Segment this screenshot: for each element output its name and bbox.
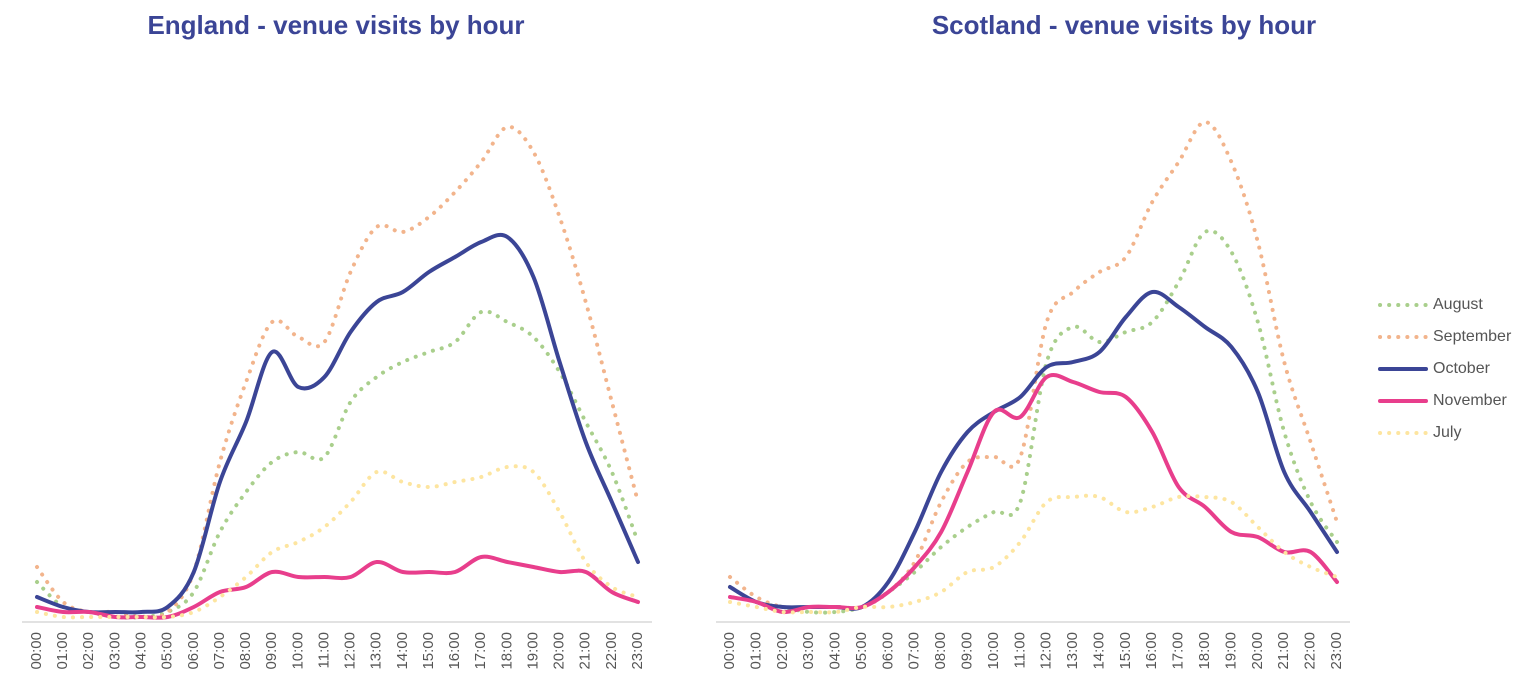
x-tick-label: 09:00 xyxy=(263,632,280,670)
x-tick-label: 08:00 xyxy=(932,632,949,670)
x-tick-label: 17:00 xyxy=(472,632,489,670)
x-tick-label: 01:00 xyxy=(54,632,71,670)
x-tick-label: 02:00 xyxy=(774,632,791,670)
x-tick-label: 00:00 xyxy=(28,632,45,670)
x-tick-label: 02:00 xyxy=(80,632,97,670)
x-tick-label: 01:00 xyxy=(747,632,764,670)
x-tick-label: 23:00 xyxy=(629,632,646,670)
x-tick-label: 18:00 xyxy=(498,632,515,670)
x-tick-label: 00:00 xyxy=(721,632,738,670)
x-tick-label: 15:00 xyxy=(1117,632,1134,670)
series-line xyxy=(728,372,1339,615)
x-tick-label: 22:00 xyxy=(1302,632,1319,670)
x-tick-label: 03:00 xyxy=(800,632,817,670)
x-tick-label: 09:00 xyxy=(958,632,975,670)
x-tick-label: 20:00 xyxy=(1249,632,1266,670)
x-tick-label: 12:00 xyxy=(342,632,359,670)
series-line xyxy=(728,119,1339,611)
chart-title: England - venue visits by hour xyxy=(147,10,524,40)
x-tick-label: 12:00 xyxy=(1038,632,1055,670)
x-tick-label: 06:00 xyxy=(185,632,202,670)
x-tick-label: 11:00 xyxy=(1011,632,1028,668)
legend-label: July xyxy=(1433,424,1461,441)
x-tick-label: 21:00 xyxy=(1275,632,1292,670)
legend-label: August xyxy=(1433,296,1483,313)
x-tick-label: 20:00 xyxy=(551,632,568,670)
x-tick-label: 04:00 xyxy=(132,632,149,670)
x-tick-label: 05:00 xyxy=(853,632,870,670)
x-tick-label: 22:00 xyxy=(603,632,620,670)
x-tick-label: 11:00 xyxy=(315,632,332,668)
legend-label: November xyxy=(1433,392,1507,409)
x-tick-label: 10:00 xyxy=(985,632,1002,670)
x-tick-label: 14:00 xyxy=(394,632,411,670)
x-tick-label: 13:00 xyxy=(368,632,385,670)
series-line xyxy=(35,554,640,620)
x-tick-label: 07:00 xyxy=(211,632,228,670)
x-tick-label: 19:00 xyxy=(524,632,541,670)
x-tick-label: 17:00 xyxy=(1170,632,1187,670)
x-tick-label: 18:00 xyxy=(1196,632,1213,670)
x-tick-label: 15:00 xyxy=(420,632,437,670)
chart-title: Scotland - venue visits by hour xyxy=(932,10,1316,40)
legend-label: October xyxy=(1433,360,1491,377)
series-line xyxy=(728,289,1339,611)
series-line xyxy=(35,232,640,615)
series-line xyxy=(728,228,1339,615)
x-tick-label: 23:00 xyxy=(1328,632,1345,670)
series-line xyxy=(35,464,640,620)
x-tick-label: 07:00 xyxy=(906,632,923,670)
x-tick-label: 13:00 xyxy=(1064,632,1081,670)
x-tick-label: 16:00 xyxy=(446,632,463,670)
x-tick-label: 19:00 xyxy=(1222,632,1239,670)
x-tick-label: 14:00 xyxy=(1090,632,1107,670)
x-tick-label: 05:00 xyxy=(159,632,176,670)
x-tick-label: 06:00 xyxy=(879,632,896,670)
x-tick-label: 16:00 xyxy=(1143,632,1160,670)
x-tick-label: 21:00 xyxy=(577,632,594,670)
x-tick-label: 04:00 xyxy=(827,632,844,670)
legend-label: September xyxy=(1433,328,1512,345)
series-line xyxy=(35,124,640,620)
series-line xyxy=(728,493,1339,615)
x-tick-label: 10:00 xyxy=(289,632,306,670)
x-tick-label: 03:00 xyxy=(106,632,123,670)
x-tick-label: 08:00 xyxy=(237,632,254,670)
